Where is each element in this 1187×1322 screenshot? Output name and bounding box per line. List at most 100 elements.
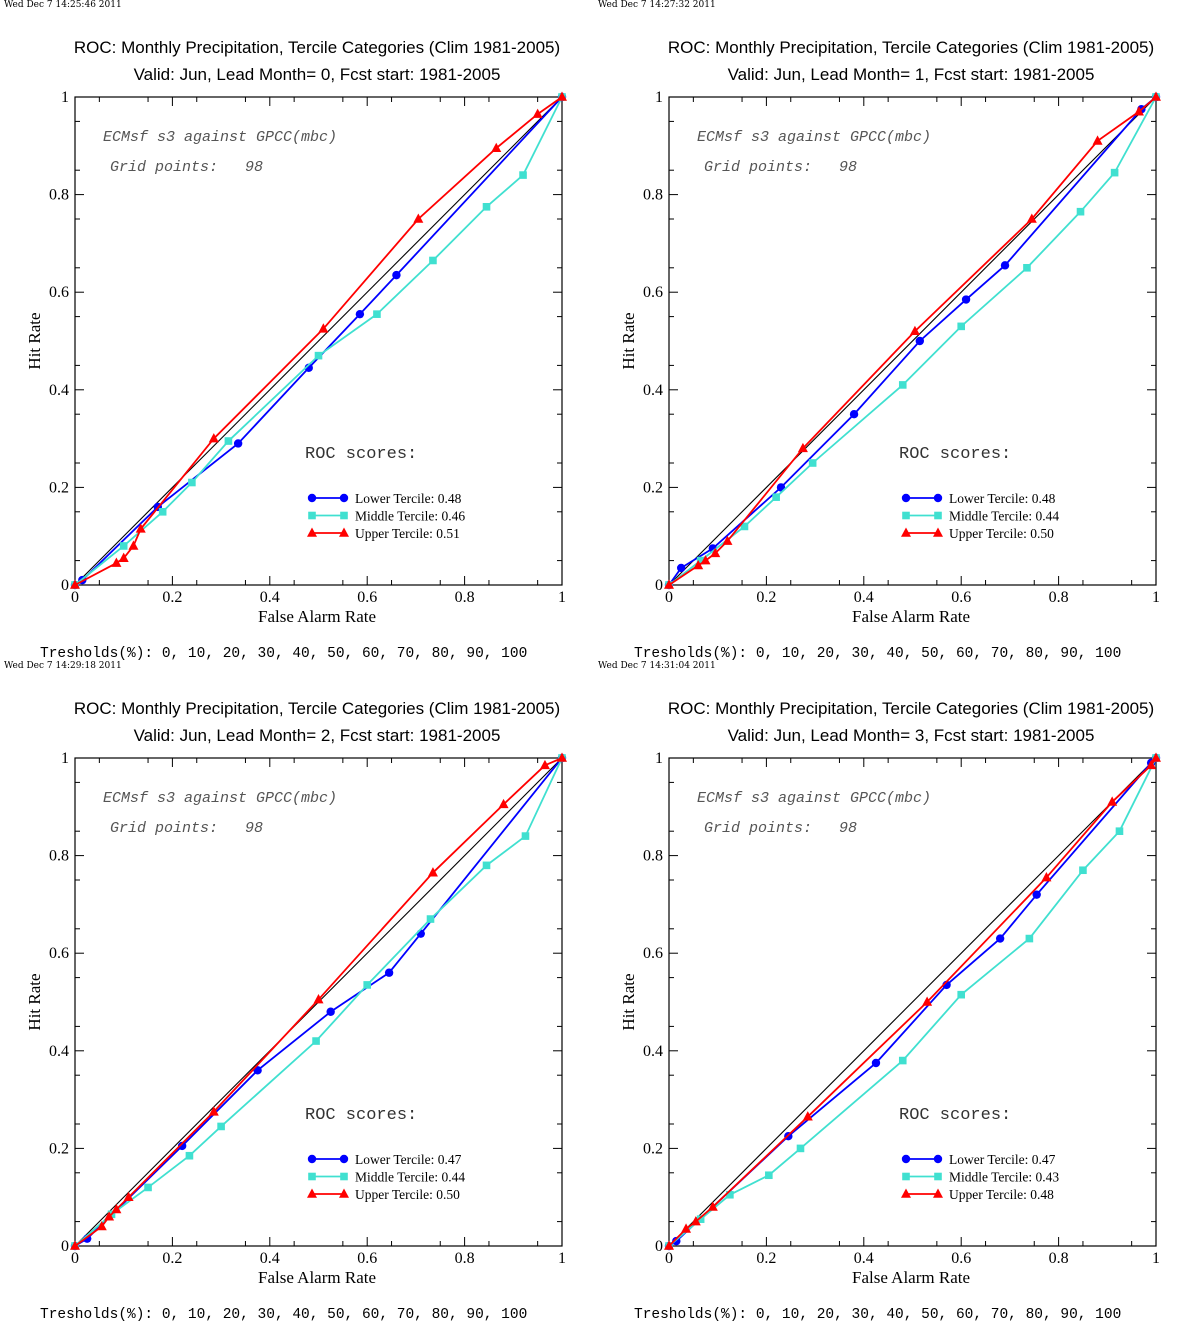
legend-marker: [308, 511, 316, 520]
data-point: [1032, 890, 1041, 899]
x-axis-label: False Alarm Rate: [852, 607, 970, 626]
thresholds-text: Tresholds(%): 0, 10, 20, 30, 40, 50, 60,…: [634, 646, 1121, 660]
print-timestamp: Wed Dec 7 14:25:46 2011: [4, 0, 122, 10]
legend-marker: [307, 493, 317, 503]
data-point: [373, 310, 381, 318]
data-point: [104, 1211, 115, 1221]
data-point: [772, 493, 780, 501]
data-point: [726, 1190, 734, 1199]
data-point: [135, 523, 146, 533]
data-point: [118, 552, 129, 562]
data-point: [1115, 827, 1124, 835]
x-tick-label: 0: [665, 589, 673, 606]
data-point: [312, 1037, 320, 1045]
legend-marker: [901, 1154, 911, 1164]
data-point: [676, 563, 686, 573]
x-tick-label: 0.2: [756, 1250, 776, 1267]
data-point: [922, 996, 933, 1006]
y-tick-label: 1: [655, 750, 663, 767]
x-axis-label: False Alarm Rate: [258, 607, 376, 626]
roc-chart-panel: Wed Dec 7 14:25:46 2011 ROC: Monthly Pre…: [0, 0, 592, 660]
y-tick-label: 0.6: [643, 945, 663, 962]
legend-marker: [340, 1172, 348, 1181]
data-point: [119, 542, 128, 550]
roc-scores-label: ROC scores:: [305, 445, 417, 464]
print-timestamp: Wed Dec 7 14:27:32 2011: [598, 0, 716, 10]
data-point: [664, 1240, 674, 1250]
data-point: [123, 1191, 134, 1201]
thresholds-text: Tresholds(%): 0, 10, 20, 30, 40, 50, 60,…: [40, 1307, 527, 1321]
x-tick-label: 0.4: [260, 1250, 280, 1267]
chart-subtitle: Valid: Jun, Lead Month= 2, Fcst start: 1…: [134, 726, 501, 745]
data-point: [664, 579, 674, 589]
y-tick-label: 0.4: [49, 382, 69, 399]
dataset-annotation: ECMsf s3 against GPCC(mbc): [103, 790, 337, 807]
legend-marker: [933, 493, 943, 503]
data-point: [995, 934, 1005, 943]
legend-entry: Middle Tercile: 0.44: [949, 509, 1059, 524]
print-timestamp: Wed Dec 7 14:29:18 2011: [4, 661, 122, 671]
roc-chart: ROC: Monthly Precipitation, Tercile Cate…: [25, 38, 567, 660]
data-point: [233, 439, 243, 448]
data-point: [740, 522, 749, 531]
data-point: [690, 1216, 701, 1226]
y-tick-label: 0.8: [49, 187, 69, 204]
data-point: [1026, 213, 1037, 223]
data-point: [177, 1141, 187, 1151]
data-point: [427, 867, 438, 877]
chart-subtitle: Valid: Jun, Lead Month= 1, Fcst start: 1…: [728, 65, 1095, 84]
data-point: [416, 929, 425, 938]
legend-marker: [339, 1154, 349, 1164]
data-point: [557, 752, 567, 762]
x-tick-label: 0.2: [756, 589, 776, 606]
data-point: [1092, 135, 1103, 145]
chart-title: ROC: Monthly Precipitation, Tercile Cate…: [74, 699, 560, 718]
thresholds-text: Tresholds(%): 0, 10, 20, 30, 40, 50, 60,…: [40, 646, 527, 660]
x-tick-label: 0.8: [1049, 589, 1069, 606]
x-axis-label: False Alarm Rate: [852, 1268, 970, 1287]
data-point: [1000, 261, 1010, 270]
legend-marker: [933, 1154, 943, 1164]
legend-entry: Lower Tercile: 0.48: [355, 491, 462, 506]
x-tick-label: 1: [1152, 1250, 1160, 1267]
dataset-annotation: ECMsf s3 against GPCC(mbc): [697, 129, 931, 146]
data-point: [871, 1058, 881, 1068]
data-point: [482, 203, 491, 211]
data-point: [808, 459, 817, 467]
data-point: [326, 1007, 335, 1016]
legend-marker: [934, 1172, 942, 1181]
chart-subtitle: Valid: Jun, Lead Month= 3, Fcst start: 1…: [728, 726, 1095, 745]
data-point: [765, 1171, 773, 1180]
x-tick-label: 0.6: [357, 589, 377, 606]
data-point: [681, 1223, 692, 1233]
y-tick-label: 1: [61, 89, 69, 106]
no-skill-diagonal: [668, 96, 1157, 586]
data-point: [70, 1240, 80, 1250]
y-tick-label: 0: [655, 1238, 663, 1255]
roc-chart: ROC: Monthly Precipitation, Tercile Cate…: [619, 699, 1161, 1321]
data-point: [498, 798, 509, 809]
data-point: [1151, 752, 1161, 762]
data-point: [957, 990, 965, 999]
x-tick-label: 0.6: [951, 589, 971, 606]
series-line: [74, 757, 563, 1247]
roc-chart: ROC: Monthly Precipitation, Tercile Cate…: [619, 38, 1161, 660]
chart-subtitle: Valid: Jun, Lead Month= 0, Fcst start: 1…: [134, 65, 501, 84]
legend-marker: [339, 1188, 349, 1198]
x-tick-label: 0.8: [455, 1250, 475, 1267]
y-tick-label: 0.4: [643, 1043, 663, 1060]
plot-frame: [668, 96, 1157, 586]
x-tick-label: 0: [71, 1250, 79, 1267]
y-tick-label: 1: [61, 750, 69, 767]
print-timestamp: Wed Dec 7 14:31:04 2011: [598, 661, 716, 671]
legend-marker: [902, 1172, 910, 1181]
legend-marker: [340, 511, 348, 520]
legend-marker: [901, 527, 911, 537]
data-point: [849, 410, 859, 419]
data-point: [313, 994, 324, 1004]
data-point: [722, 535, 733, 545]
no-skill-diagonal: [668, 757, 1157, 1247]
legend-entry: Middle Tercile: 0.43: [949, 1170, 1059, 1185]
legend-marker: [902, 511, 910, 520]
data-point: [413, 213, 424, 223]
